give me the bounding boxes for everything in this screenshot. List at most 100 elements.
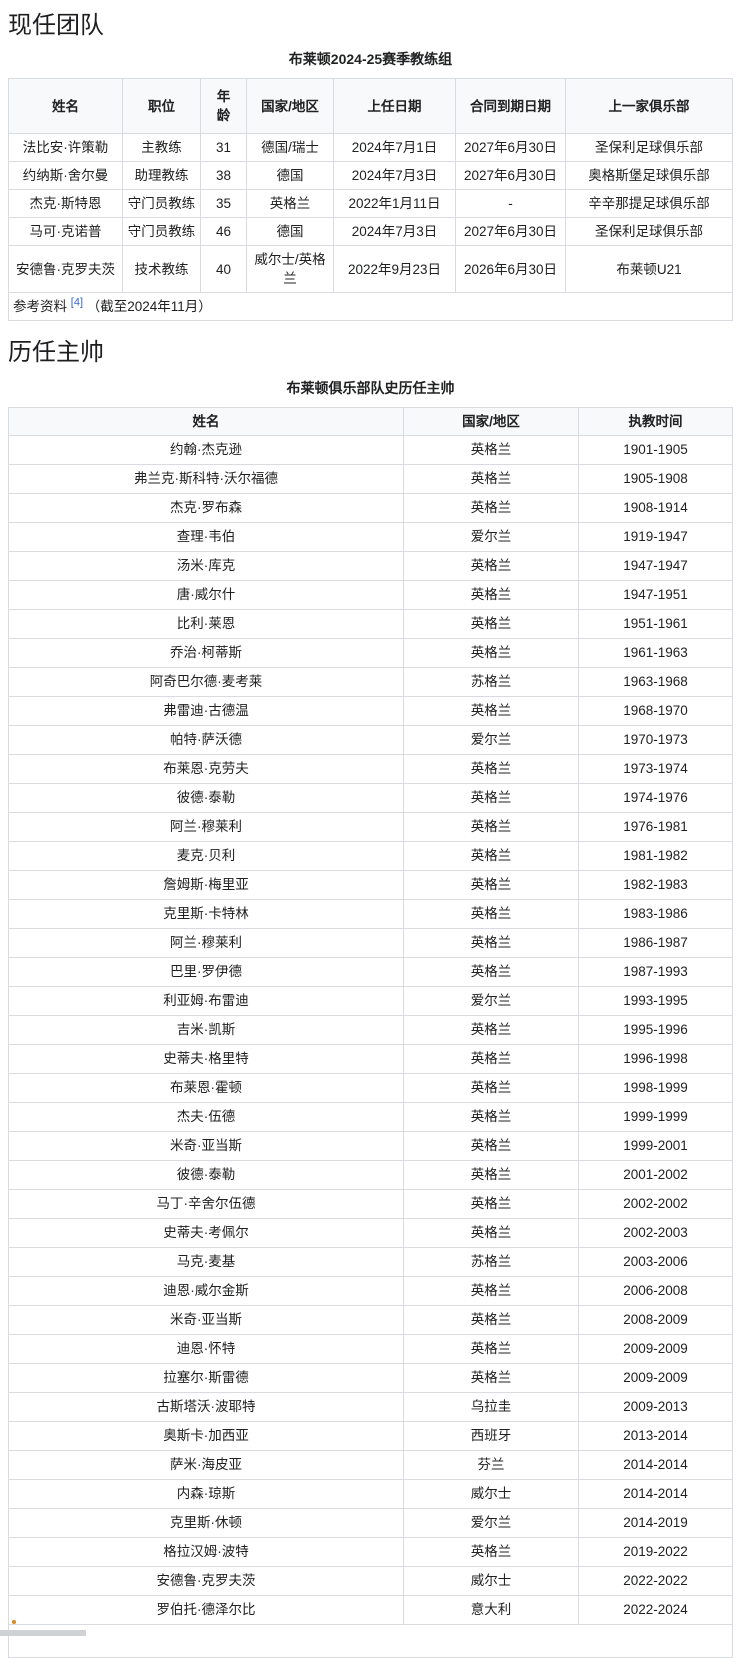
table-cell: 弗兰克·斯科特·沃尔福德 <box>8 464 404 494</box>
table-cell: 格拉汉姆·波特 <box>8 1537 404 1567</box>
table-cell: 1976-1981 <box>578 812 733 842</box>
table-cell: 乌拉圭 <box>403 1392 579 1422</box>
table-cell: 2006-2008 <box>578 1276 733 1306</box>
staff-table-footer-row: 参考资料 [4] （截至2024年11月） <box>8 292 733 321</box>
table-cell: 乔治·柯蒂斯 <box>8 638 404 668</box>
table-row: 詹姆斯·梅里亚 英格兰 1982-1983 <box>8 870 733 900</box>
table-cell: 英格兰 <box>403 1363 579 1393</box>
table-row: 弗雷迪·古德温 英格兰 1968-1970 <box>8 696 733 726</box>
table-cell: 1901-1905 <box>578 435 733 465</box>
table-cell: 守门员教练 <box>122 217 201 246</box>
table-cell: 英格兰 <box>403 1160 579 1190</box>
table-cell: 主教练 <box>122 133 201 162</box>
table-cell: 芬兰 <box>403 1450 579 1480</box>
table-cell: 1999-1999 <box>578 1102 733 1132</box>
table-row: 布莱恩·克劳夫 英格兰 1973-1974 <box>8 754 733 784</box>
table-cell: 迪恩·怀特 <box>8 1334 404 1364</box>
table-row: 比利·莱恩 英格兰 1951-1961 <box>8 609 733 639</box>
table-row: 马克·麦基 苏格兰 2003-2006 <box>8 1247 733 1277</box>
table-cell: 帕特·萨沃德 <box>8 725 404 755</box>
table-row: 阿奇巴尔德·麦考莱 苏格兰 1963-1968 <box>8 667 733 697</box>
table-cell: 马可·克诺普 <box>8 217 123 246</box>
table-cell: 米奇·亚当斯 <box>8 1131 404 1161</box>
table-cell: 西班牙 <box>403 1421 579 1451</box>
reference-link-4[interactable]: [4] <box>70 296 83 309</box>
table-cell: 2009-2013 <box>578 1392 733 1422</box>
table-row: 约纳斯·舍尔曼 助理教练 38 德国 2024年7月3日 2027年6月30日 奥格斯堡足球… <box>8 161 733 190</box>
table-cell: 克里斯·卡特林 <box>8 899 404 929</box>
table-cell: 迪恩·威尔金斯 <box>8 1276 404 1306</box>
table-cell: 爱尔兰 <box>403 725 579 755</box>
table-cell: 英格兰 <box>403 551 579 581</box>
table-cell: 英格兰 <box>403 899 579 929</box>
table-cell: 杰克·斯特恩 <box>8 189 123 218</box>
table-cell: 英格兰 <box>403 609 579 639</box>
table-cell: 威尔士 <box>403 1479 579 1509</box>
table-row: 史蒂夫·格里特 英格兰 1996-1998 <box>8 1044 733 1074</box>
table-cell: 阿兰·穆莱利 <box>8 928 404 958</box>
table-row: 安德鲁·克罗夫茨 威尔士 2022-2022 <box>8 1566 733 1596</box>
table-cell: 布莱恩·克劳夫 <box>8 754 404 784</box>
table-row: 汤米·库克 英格兰 1947-1947 <box>8 551 733 581</box>
table-cell: 英格兰 <box>403 754 579 784</box>
column-header-start-date: 上任日期 <box>333 78 456 134</box>
staff-table-caption: 布莱顿2024-25赛季教练组 <box>288 51 453 67</box>
table-row: 罗伯托·德泽尔比 意大利 2022-2024 <box>8 1595 733 1625</box>
table-cell: 约翰·杰克逊 <box>8 435 404 465</box>
table-cell: 1905-1908 <box>578 464 733 494</box>
table-cell: 意大利 <box>403 1595 579 1625</box>
table-cell: 杰夫·伍德 <box>8 1102 404 1132</box>
table-cell: 1998-1999 <box>578 1073 733 1103</box>
table-cell: 1983-1986 <box>578 899 733 929</box>
column-header-tenure: 执教时间 <box>578 407 733 436</box>
table-cell: 德国 <box>246 217 334 246</box>
column-header-name: 姓名 <box>8 78 123 134</box>
table-cell: 2009-2009 <box>578 1334 733 1364</box>
table-cell: 奥斯卡·加西亚 <box>8 1421 404 1451</box>
table-cell: 1987-1993 <box>578 957 733 987</box>
table-cell: 2014-2019 <box>578 1508 733 1538</box>
table-row: 帕特·萨沃德 爱尔兰 1970-1973 <box>8 725 733 755</box>
section-heading-current-team: 现任团队 <box>8 12 104 39</box>
table-cell: 1993-1995 <box>578 986 733 1016</box>
table-cell: 1970-1973 <box>578 725 733 755</box>
column-header-position: 职位 <box>122 78 201 134</box>
table-cell: 1908-1914 <box>578 493 733 523</box>
table-cell: 约纳斯·舍尔曼 <box>8 161 123 190</box>
table-cell: 46 <box>200 217 247 246</box>
table-cell: 苏格兰 <box>403 1247 579 1277</box>
table-cell: 英格兰 <box>403 580 579 610</box>
table-cell: 巴里·罗伊德 <box>8 957 404 987</box>
table-cell: 2001-2002 <box>578 1160 733 1190</box>
table-cell: 彼德·泰勒 <box>8 1160 404 1190</box>
table-cell: 40 <box>200 245 247 293</box>
table-cell: 威尔士/英格兰 <box>246 245 334 293</box>
table-cell: 英格兰 <box>403 464 579 494</box>
table-cell: 内森·琼斯 <box>8 1479 404 1509</box>
table-cell: 1995-1996 <box>578 1015 733 1045</box>
column-header-age: 年龄 <box>200 78 247 134</box>
table-cell: 守门员教练 <box>122 189 201 218</box>
managers-table-footer-row <box>8 1624 733 1658</box>
table-cell: 布莱顿U21 <box>565 245 733 293</box>
table-cell: 阿奇巴尔德·麦考莱 <box>8 667 404 697</box>
table-row: 安德鲁·克罗夫茨 技术教练 40 威尔士/英格兰 2022年9月23日 2026年6月30… <box>8 245 733 293</box>
table-row: 杰克·罗布森 英格兰 1908-1914 <box>8 493 733 523</box>
table-cell: 爱尔兰 <box>403 986 579 1016</box>
table-cell: 詹姆斯·梅里亚 <box>8 870 404 900</box>
table-row: 马可·克诺普 守门员教练 46 德国 2024年7月3日 2027年6月30日 圣保利足球俱… <box>8 217 733 246</box>
table-cell: 英格兰 <box>403 435 579 465</box>
table-row: 奥斯卡·加西亚 西班牙 2013-2014 <box>8 1421 733 1451</box>
table-cell: 英格兰 <box>403 1189 579 1219</box>
table-cell: 拉塞尔·斯雷德 <box>8 1363 404 1393</box>
table-cell: 苏格兰 <box>403 667 579 697</box>
table-cell: 萨米·海皮亚 <box>8 1450 404 1480</box>
table-cell: 2013-2014 <box>578 1421 733 1451</box>
table-row: 格拉汉姆·波特 英格兰 2019-2022 <box>8 1537 733 1567</box>
table-cell: 英格兰 <box>403 1334 579 1364</box>
table-cell: 布莱恩·霍顿 <box>8 1073 404 1103</box>
table-cell: 英格兰 <box>403 1131 579 1161</box>
table-cell: 德国/瑞士 <box>246 133 334 162</box>
table-cell: 英格兰 <box>403 841 579 871</box>
table-cell: 英格兰 <box>403 696 579 726</box>
